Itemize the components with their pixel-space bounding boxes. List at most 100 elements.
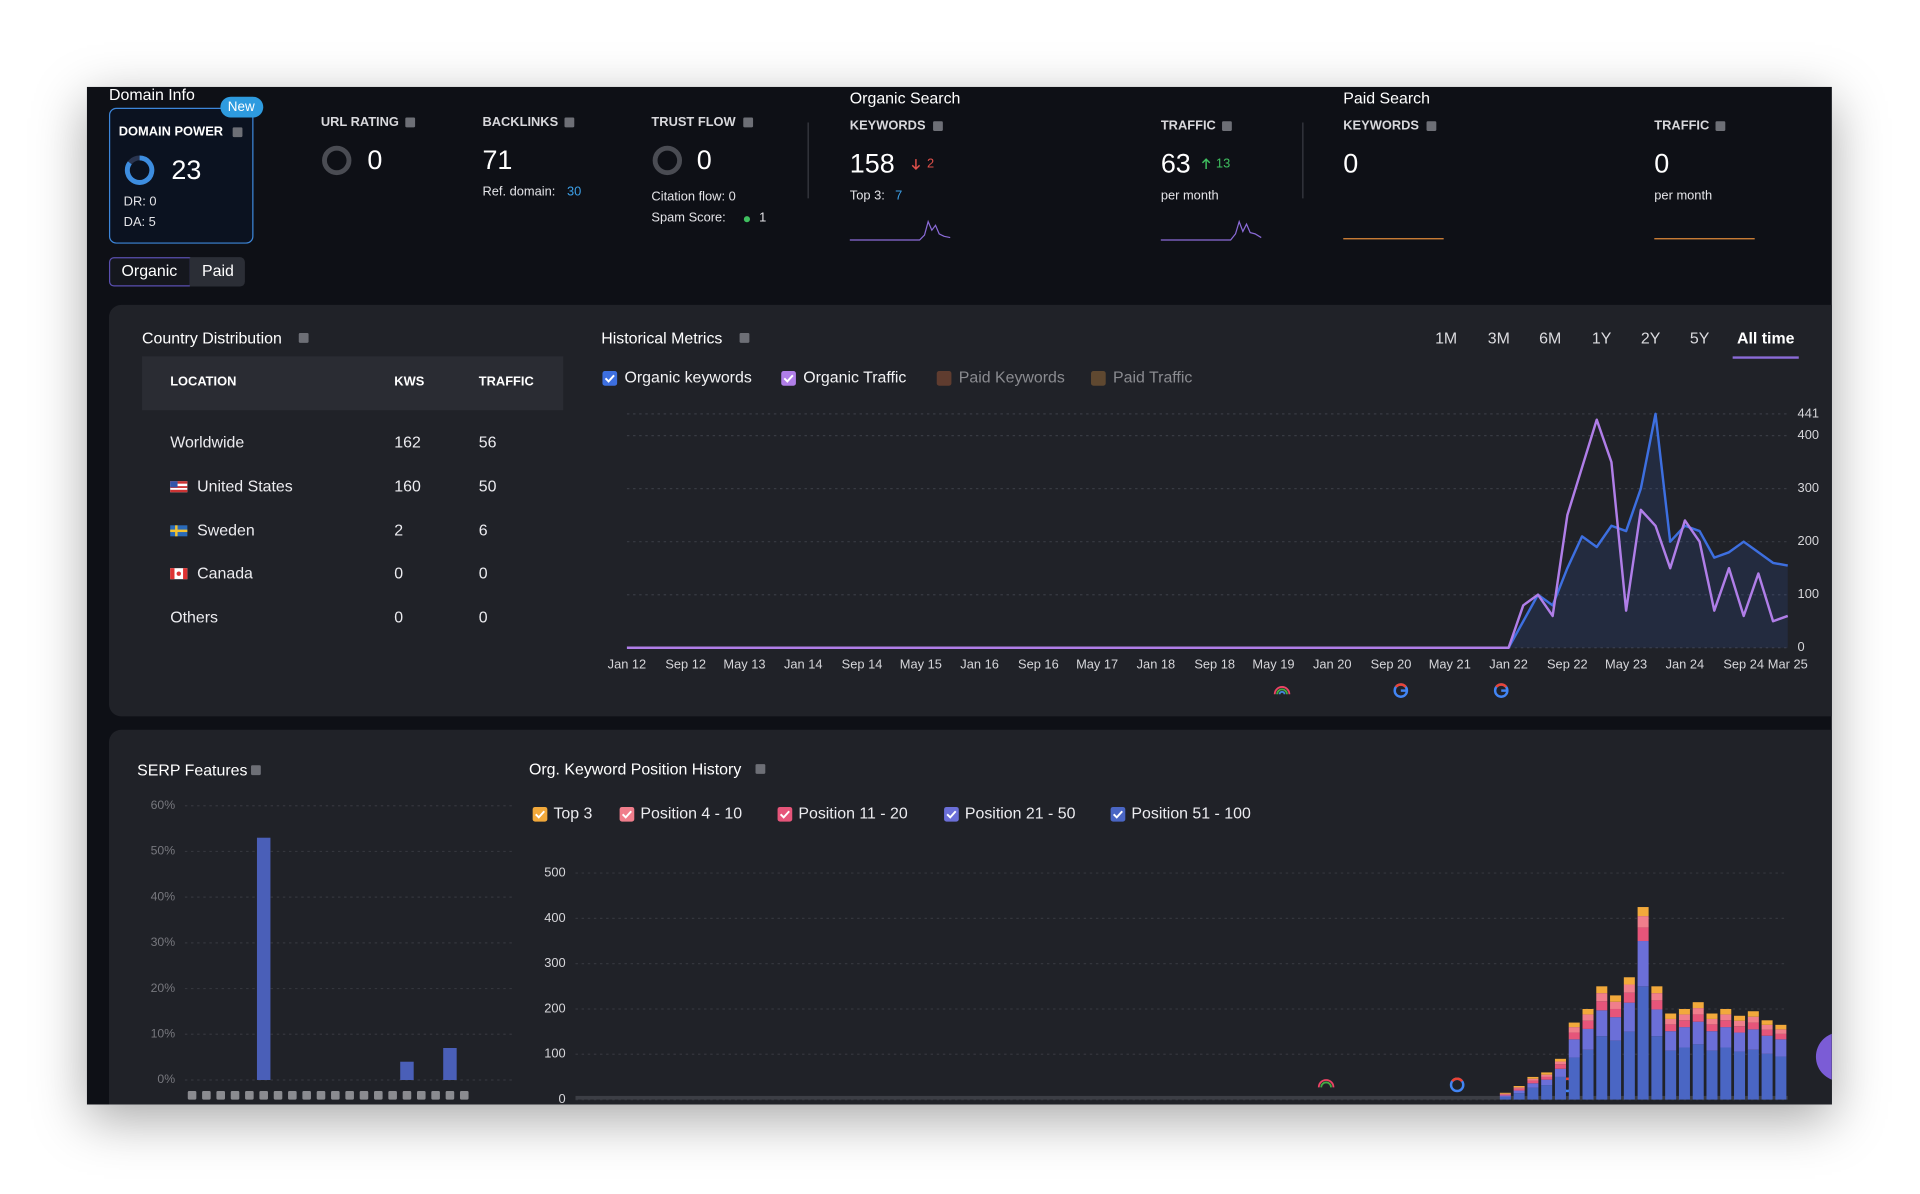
metric-link[interactable]: 30 xyxy=(566,184,582,200)
legend-label[interactable]: Paid Keywords xyxy=(959,370,1065,387)
feature-icon xyxy=(374,1091,383,1100)
cell: 50 xyxy=(478,476,497,496)
help-icon[interactable] xyxy=(755,764,766,774)
checkbox-tick xyxy=(604,374,615,383)
event-icon xyxy=(1317,1079,1335,1088)
bar-segment xyxy=(1720,1047,1732,1100)
y-tick-label: 100 xyxy=(1798,586,1819,601)
bar-segment xyxy=(1665,1018,1677,1025)
bar-segment xyxy=(1623,992,1635,1003)
bar-segment xyxy=(1761,1035,1773,1054)
bar-segment xyxy=(1554,1064,1566,1069)
tab-paid-box[interactable] xyxy=(189,257,245,287)
legend-label[interactable]: Position 4 - 10 xyxy=(640,805,742,822)
legend-checkbox[interactable] xyxy=(936,371,952,386)
legend-label[interactable]: Position 51 - 100 xyxy=(1131,805,1251,822)
domain-power-card xyxy=(108,107,254,244)
y-tick-label: 40% xyxy=(151,889,176,903)
feature-icon xyxy=(273,1091,283,1100)
help-icon[interactable] xyxy=(739,333,750,343)
legend-checkbox[interactable] xyxy=(1091,371,1106,386)
line xyxy=(626,418,1789,649)
country-name: Canada xyxy=(197,563,253,583)
help-icon[interactable] xyxy=(1222,121,1232,132)
metric-note: 1 xyxy=(759,210,767,226)
legend-checkbox[interactable] xyxy=(619,806,635,822)
bar-segment xyxy=(1747,1022,1759,1030)
legend-checkbox[interactable] xyxy=(777,806,793,822)
bar-segment xyxy=(1761,1029,1773,1036)
legend-label[interactable]: Organic Traffic xyxy=(803,370,906,387)
dashboard-window: 0 100 200 300 400 441 Jan 12 Sep 12 May 13 Jan 14… xyxy=(86,86,1832,1105)
bar-segment xyxy=(1499,1096,1511,1100)
bar-segment xyxy=(1527,1076,1539,1079)
tab[interactable]: Paid xyxy=(202,261,234,280)
checkbox-tick xyxy=(621,810,632,819)
x-tick-label: May 17 xyxy=(1076,656,1118,671)
feature-icon xyxy=(216,1091,226,1100)
help-icon[interactable] xyxy=(232,127,243,138)
range-button[interactable]: 2Y xyxy=(1641,330,1661,347)
y-tick-label: 0% xyxy=(157,1072,175,1086)
legend-checkbox[interactable] xyxy=(944,806,959,822)
help-icon[interactable] xyxy=(298,333,309,343)
x-tick-label: Jan 18 xyxy=(1137,656,1176,671)
bar-segment xyxy=(1665,1013,1677,1019)
legend-label[interactable]: Paid Traffic xyxy=(1113,370,1192,387)
bar-segment xyxy=(1651,1036,1663,1100)
x-tick-label: Jan 14 xyxy=(784,656,823,671)
cell: 2 xyxy=(394,521,404,540)
bar-segment xyxy=(1665,1024,1677,1032)
legend-checkbox[interactable] xyxy=(602,371,618,386)
range-button[interactable]: 6M xyxy=(1539,330,1561,347)
y-tick-label: 100 xyxy=(544,1046,565,1061)
legend-label[interactable]: Position 21 - 50 xyxy=(965,805,1076,822)
flag-se xyxy=(170,525,188,537)
bar-segment xyxy=(1568,1027,1580,1033)
bar-segment xyxy=(1637,941,1649,987)
help-icon[interactable] xyxy=(1426,121,1437,132)
bar-segment xyxy=(1541,1085,1553,1100)
bar-segment xyxy=(1527,1087,1539,1100)
legend-label[interactable]: Position 11 - 20 xyxy=(798,805,908,822)
range-button[interactable]: 1M xyxy=(1435,330,1457,347)
legend-label[interactable]: Top 3 xyxy=(553,805,592,822)
feature-icon xyxy=(187,1091,197,1100)
range-button[interactable]: 5Y xyxy=(1690,330,1710,347)
help-icon[interactable] xyxy=(251,765,261,776)
help-icon[interactable] xyxy=(564,117,575,128)
metric-value: 23 xyxy=(171,154,202,185)
legend-checkbox[interactable] xyxy=(781,371,796,386)
bar-segment xyxy=(1706,1018,1718,1025)
event-icon xyxy=(1273,686,1291,695)
chat-button[interactable] xyxy=(1815,1032,1832,1081)
legend-checkbox[interactable] xyxy=(1110,806,1126,822)
y-tick-label: 400 xyxy=(544,910,565,925)
metric-value: 0 xyxy=(696,144,712,176)
bar-segment xyxy=(1761,1024,1773,1030)
help-icon[interactable] xyxy=(743,117,754,128)
bar-segment xyxy=(1596,1010,1608,1037)
bar-segment xyxy=(1610,1017,1622,1041)
tab[interactable]: Organic xyxy=(121,261,178,280)
range-button[interactable]: 3M xyxy=(1488,330,1510,347)
range-button[interactable]: 1Y xyxy=(1592,330,1612,347)
legend-label[interactable]: Organic keywords xyxy=(624,370,751,387)
metric-link[interactable]: 7 xyxy=(895,188,903,203)
bar-segment xyxy=(1665,1050,1677,1100)
help-icon[interactable] xyxy=(933,121,943,132)
google-icon xyxy=(1493,683,1509,698)
metric-value: 63 xyxy=(1160,148,1191,179)
help-icon[interactable] xyxy=(1715,121,1726,132)
feature-icon xyxy=(417,1091,426,1100)
checkbox-tick xyxy=(1112,810,1123,819)
bar-segment xyxy=(1747,1016,1759,1023)
range-button[interactable]: All time xyxy=(1737,330,1795,347)
feature-icon xyxy=(288,1091,297,1100)
google-icon xyxy=(1393,683,1409,698)
bar-segment xyxy=(1596,993,1608,1002)
bar-segment xyxy=(1527,1083,1539,1088)
y-tick-label: 10% xyxy=(151,1027,176,1041)
help-icon[interactable] xyxy=(405,117,416,128)
legend-checkbox[interactable] xyxy=(532,806,548,822)
